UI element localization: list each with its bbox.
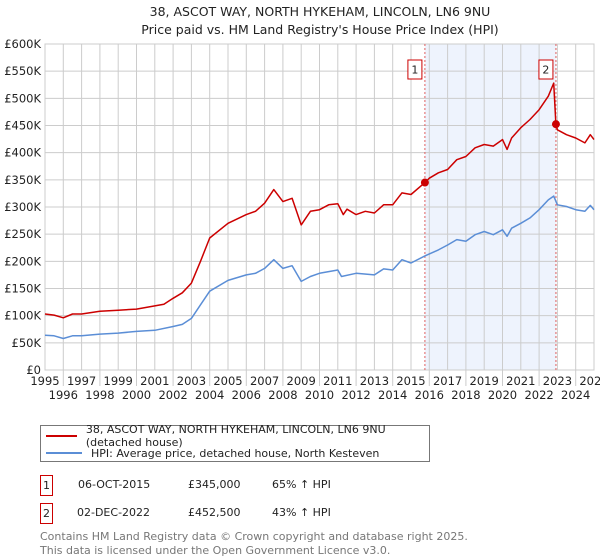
x-tick-label: 2023 bbox=[543, 374, 572, 388]
y-tick-label: £250K bbox=[4, 227, 41, 241]
x-tick-label: 2002 bbox=[158, 388, 187, 402]
x-tick-label: 1995 bbox=[30, 374, 59, 388]
transaction-date: 06-OCT-2015 bbox=[78, 478, 151, 491]
x-tick-label: 2006 bbox=[232, 388, 261, 402]
x-tick-label: 2003 bbox=[177, 374, 206, 388]
x-tick-label: 2012 bbox=[341, 388, 370, 402]
x-tick-label: 1997 bbox=[67, 374, 96, 388]
x-tick-label: 2022 bbox=[524, 388, 553, 402]
y-tick-label: £550K bbox=[4, 64, 41, 78]
sale-point bbox=[551, 120, 560, 129]
x-tick-label: 2024 bbox=[561, 388, 590, 402]
x-tick-label: 2004 bbox=[195, 388, 224, 402]
x-tick-label: 2021 bbox=[506, 374, 535, 388]
plot-frame bbox=[44, 43, 595, 371]
footer-licence: This data is licensed under the Open Gov… bbox=[40, 544, 391, 557]
transaction-price: £345,000 bbox=[188, 478, 241, 491]
legend-label-hpi: HPI: Average price, detached house, Nort… bbox=[91, 446, 380, 460]
legend: 38, ASCOT WAY, NORTH HYKEHAM, LINCOLN, L… bbox=[40, 423, 430, 462]
legend-item-property: 38, ASCOT WAY, NORTH HYKEHAM, LINCOLN, L… bbox=[46, 423, 429, 449]
footer-copyright: Contains HM Land Registry data © Crown c… bbox=[40, 530, 468, 543]
sale-label-box bbox=[407, 59, 423, 80]
y-tick-label: £500K bbox=[4, 91, 41, 105]
hpi-line bbox=[44, 195, 595, 340]
transaction-marker: 2 bbox=[40, 503, 53, 524]
sale-point bbox=[420, 178, 429, 187]
x-tick-label: 2020 bbox=[488, 388, 517, 402]
x-tick-label: 2010 bbox=[305, 388, 334, 402]
y-tick-label: £350K bbox=[4, 173, 41, 187]
x-tick-label: 2015 bbox=[396, 374, 425, 388]
y-tick-label: £50K bbox=[12, 336, 42, 350]
legend-label-property: 38, ASCOT WAY, NORTH HYKEHAM, LINCOLN, L… bbox=[85, 423, 386, 449]
x-tick-label: 1999 bbox=[104, 374, 133, 388]
price-chart: £0 £50K £100K £150K £200K £250K £300K £350K £400… bbox=[4, 37, 600, 402]
y-tick-label: £300K bbox=[4, 200, 41, 214]
legend-swatch-property bbox=[46, 435, 77, 437]
y-tick-label: £100K bbox=[4, 309, 41, 323]
chart-subtitle: Price paid vs. HM Land Registry's House … bbox=[141, 22, 499, 37]
y-tick-label: £200K bbox=[4, 254, 41, 268]
x-tick-label: 2009 bbox=[287, 374, 316, 388]
y-tick-label: £400K bbox=[4, 146, 41, 160]
transaction-marker: 1 bbox=[40, 475, 53, 496]
x-tick-label: 1998 bbox=[85, 388, 114, 402]
transaction-hpi: 65% ↑ HPI bbox=[272, 478, 331, 491]
transaction-price: £452,500 bbox=[188, 506, 241, 519]
legend-item-hpi: HPI: Average price, detached house, Nort… bbox=[46, 446, 379, 460]
property-price-line bbox=[44, 82, 595, 319]
x-tick-label: 2014 bbox=[378, 388, 407, 402]
chart-title: 38, ASCOT WAY, NORTH HYKEHAM, LINCOLN, L… bbox=[149, 4, 491, 19]
x-tick-label: 2025 bbox=[579, 374, 600, 388]
x-tick-label: 2000 bbox=[122, 388, 151, 402]
x-tick-label: 2017 bbox=[433, 374, 462, 388]
x-tick-label: 2001 bbox=[140, 374, 169, 388]
x-tick-label: 2007 bbox=[250, 374, 279, 388]
y-tick-label: £450K bbox=[4, 119, 41, 133]
x-tick-label: 2005 bbox=[213, 374, 242, 388]
sale-label-box bbox=[538, 59, 554, 80]
y-tick-label: £150K bbox=[4, 282, 41, 296]
x-tick-label: 2019 bbox=[470, 374, 499, 388]
y-tick-label: £0 bbox=[26, 363, 41, 377]
x-tick-label: 2018 bbox=[451, 388, 480, 402]
x-tick-label: 1996 bbox=[49, 388, 78, 402]
legend-swatch-hpi bbox=[46, 452, 82, 454]
sale-label: 1 bbox=[411, 64, 418, 77]
x-tick-label: 2011 bbox=[323, 374, 352, 388]
x-tick-label: 2008 bbox=[268, 388, 297, 402]
sale-label: 2 bbox=[542, 64, 549, 77]
y-tick-label: £600K bbox=[4, 37, 41, 51]
x-tick-label: 2013 bbox=[360, 374, 389, 388]
transaction-date: 02-DEC-2022 bbox=[77, 506, 151, 519]
transaction-hpi: 43% ↑ HPI bbox=[272, 506, 331, 519]
x-tick-label: 2016 bbox=[415, 388, 444, 402]
